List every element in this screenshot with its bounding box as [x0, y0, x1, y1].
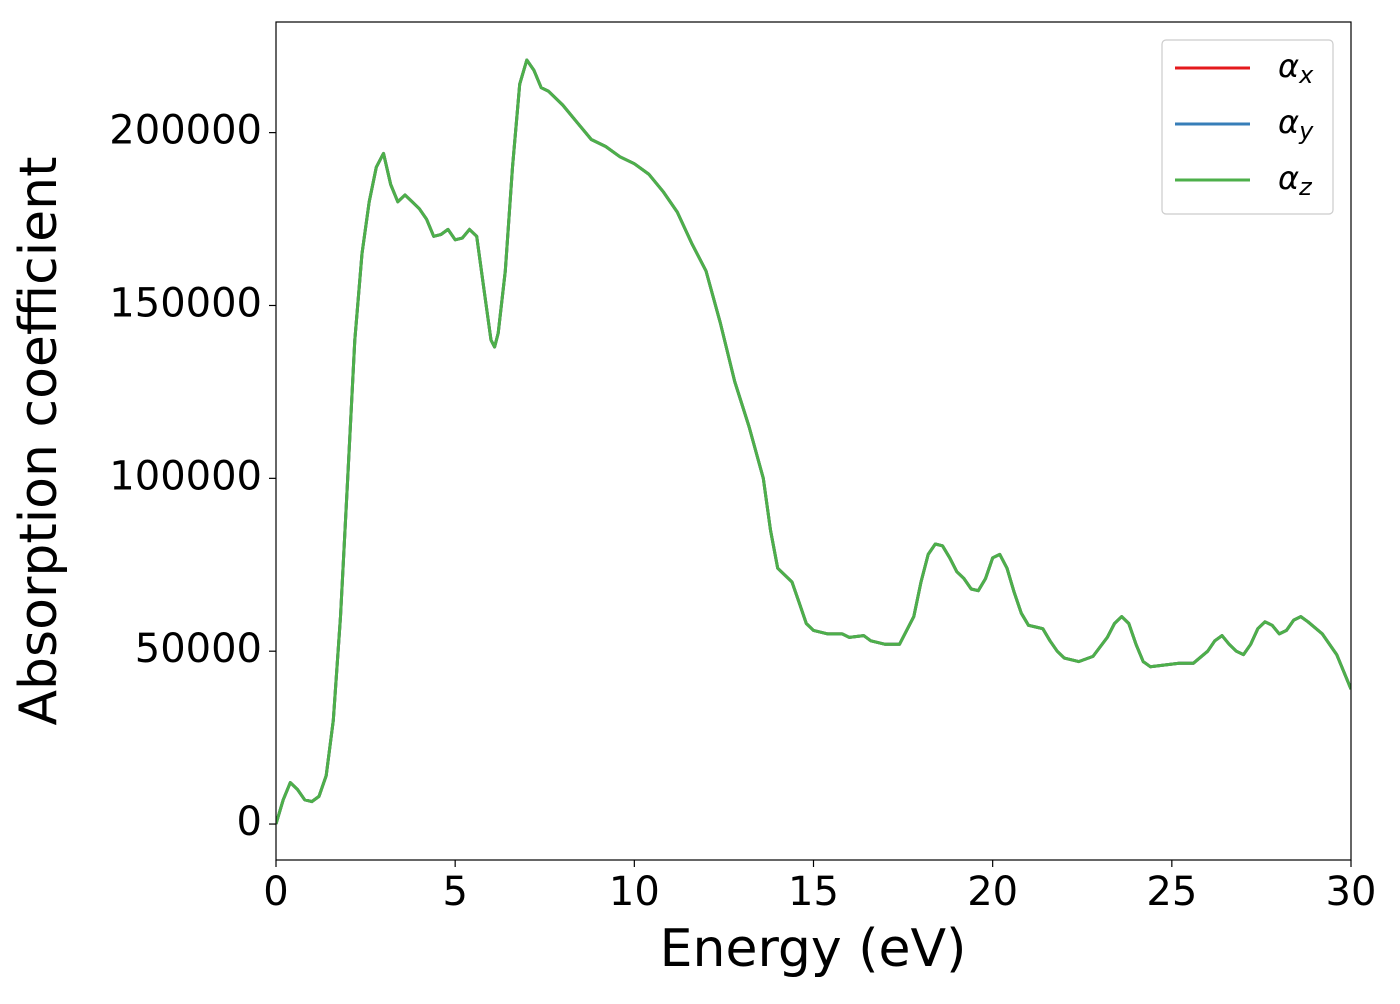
- y-axis-label: Absorption coefficient: [9, 156, 69, 725]
- x-tick-label: 10: [609, 869, 660, 915]
- x-tick-label: 30: [1326, 869, 1377, 915]
- x-tick-label: 20: [967, 869, 1018, 915]
- plot: [276, 58, 1351, 825]
- x-tick-label: 0: [263, 869, 288, 915]
- plot-frame: [275, 21, 1352, 861]
- y-tick-label: 100000: [109, 453, 262, 499]
- legend-label: αx: [1278, 47, 1314, 89]
- legend-sub: x: [1298, 61, 1314, 89]
- x-tick-label: 15: [788, 869, 839, 915]
- y-tick-label: 200000: [109, 108, 262, 154]
- legend-main: α: [1278, 159, 1299, 197]
- series-line: [276, 58, 1351, 825]
- x-axis-label: Energy (eV): [660, 919, 967, 979]
- x-tick-label: 5: [442, 869, 467, 915]
- x-tick-label: 25: [1146, 869, 1197, 915]
- legend-label: αy: [1278, 103, 1314, 145]
- legend-sub: z: [1298, 173, 1313, 201]
- legend-sub: y: [1298, 117, 1314, 145]
- legend-main: α: [1278, 47, 1299, 85]
- y-tick-label: 150000: [109, 280, 262, 326]
- y-tick-label: 0: [237, 799, 262, 845]
- legend-box: [1161, 39, 1334, 215]
- y-tick-label: 50000: [135, 626, 262, 672]
- legend-main: α: [1278, 103, 1299, 141]
- legend-label: αz: [1278, 159, 1313, 201]
